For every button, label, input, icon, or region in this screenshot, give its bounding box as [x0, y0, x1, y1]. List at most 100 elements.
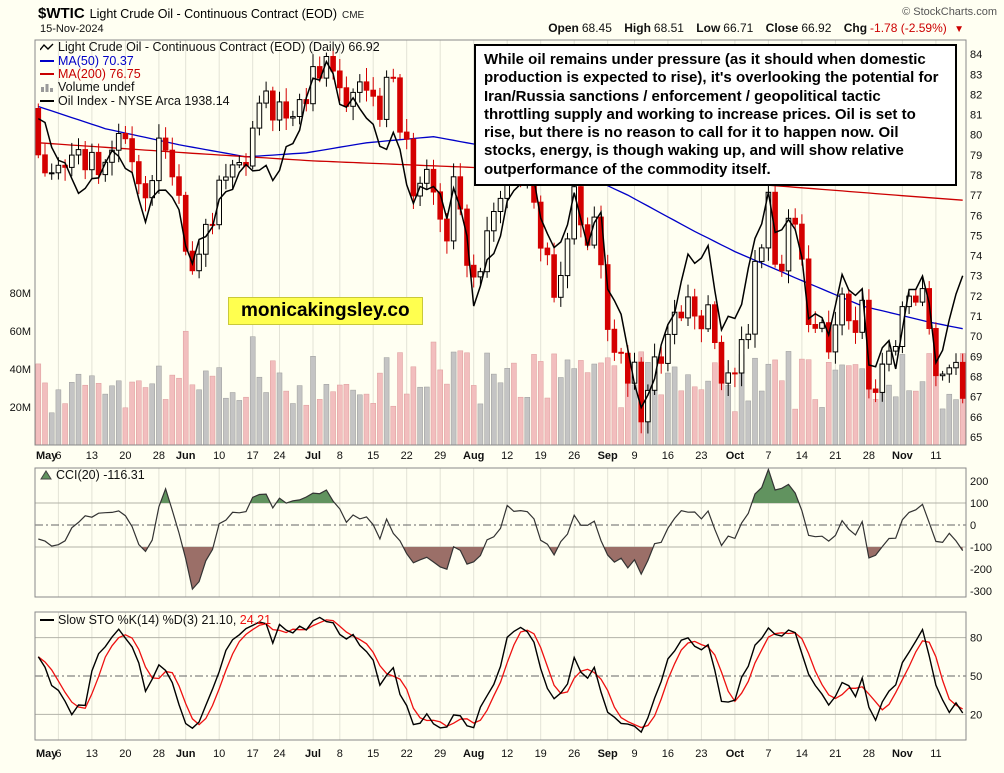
svg-text:77: 77	[970, 190, 982, 202]
volume-axis-labels: 20M 40M 60M 80M	[10, 288, 31, 414]
svg-text:May: May	[36, 748, 58, 760]
oil-index-line-icon	[40, 99, 54, 102]
svg-text:66: 66	[970, 412, 982, 424]
legend-volume: Volume undef	[40, 81, 134, 94]
svg-text:Jul: Jul	[305, 450, 321, 462]
ohlc-quote-bar: Open 68.45 High 68.51 Low 66.71 Close 66.92 …	[539, 21, 964, 35]
svg-text:Nov: Nov	[892, 450, 914, 462]
svg-text:75: 75	[970, 230, 982, 242]
svg-text:50: 50	[970, 671, 982, 683]
svg-text:76: 76	[970, 210, 982, 222]
svg-text:9: 9	[631, 748, 637, 760]
svg-text:13: 13	[86, 450, 98, 462]
svg-text:12: 12	[501, 748, 513, 760]
ticker-symbol: $WTIC	[38, 5, 85, 22]
legend-ma50-label: MA(50) 70.37	[58, 54, 134, 68]
legend-volume-label: Volume undef	[58, 80, 135, 94]
chg-down-triangle-icon: ▼	[954, 24, 964, 35]
svg-text:0: 0	[970, 520, 976, 532]
legend-price-series: Light Crude Oil - Continuous Contract (E…	[39, 41, 380, 54]
svg-text:14: 14	[796, 450, 808, 462]
svg-text:79: 79	[970, 150, 982, 162]
legend-cci: CCI(20) -116.31	[40, 468, 145, 482]
svg-text:15: 15	[367, 748, 379, 760]
svg-text:Nov: Nov	[892, 748, 914, 760]
svg-text:24: 24	[273, 450, 285, 462]
svg-text:11: 11	[930, 450, 941, 462]
svg-text:78: 78	[970, 170, 982, 182]
svg-text:20: 20	[970, 709, 982, 721]
close-value: 66.92	[801, 21, 832, 35]
svg-text:74: 74	[970, 251, 982, 263]
chart-date: 15-Nov-2024	[40, 23, 104, 35]
svg-text:Sep: Sep	[598, 450, 618, 462]
svg-text:7: 7	[765, 748, 771, 760]
svg-text:20M: 20M	[10, 402, 31, 414]
cci-area-icon	[40, 470, 52, 480]
svg-text:29: 29	[434, 450, 446, 462]
instrument-title: Light Crude Oil - Continuous Contract (E…	[89, 7, 337, 21]
svg-text:23: 23	[695, 748, 707, 760]
chg-value: -1.78 (-2.59%)	[870, 21, 947, 35]
svg-text:68: 68	[970, 372, 982, 384]
sto-axis-labels: 80 50 20	[970, 633, 982, 722]
svg-text:6: 6	[55, 450, 61, 462]
candlestick-series	[35, 48, 966, 434]
ma200-line-icon	[40, 73, 54, 75]
svg-text:28: 28	[863, 748, 875, 760]
svg-text:Aug: Aug	[463, 450, 484, 462]
svg-text:May: May	[36, 450, 58, 462]
cci-axis-labels: 200 100 0 -100 -200 -300	[970, 476, 992, 598]
legend-oil-index-label: Oil Index - NYSE Arca 1938.14	[58, 93, 230, 108]
low-value: 66.71	[723, 21, 754, 35]
svg-text:26: 26	[568, 748, 580, 760]
svg-text:Sep: Sep	[598, 748, 618, 760]
legend-ma200: MA(200) 76.75	[40, 68, 141, 81]
svg-text:22: 22	[401, 748, 413, 760]
svg-text:13: 13	[86, 748, 98, 760]
svg-text:28: 28	[153, 748, 165, 760]
svg-text:72: 72	[970, 291, 982, 303]
svg-text:-200: -200	[970, 564, 992, 576]
svg-text:8: 8	[337, 450, 343, 462]
svg-text:40M: 40M	[10, 364, 31, 376]
volume-bars	[35, 330, 966, 446]
svg-text:Aug: Aug	[463, 748, 484, 760]
svg-text:7: 7	[765, 450, 771, 462]
svg-text:11: 11	[930, 748, 941, 760]
svg-text:84: 84	[970, 49, 982, 61]
svg-text:28: 28	[153, 450, 165, 462]
sto-k-line-icon	[40, 619, 54, 621]
svg-text:10: 10	[213, 748, 225, 760]
svg-text:-300: -300	[970, 586, 992, 598]
open-label: Open	[548, 21, 579, 35]
price-axis-labels: 84 83 82 81 80 79 78 77 76 75 74 73 72 71 70 69 68 67 66 65	[970, 49, 982, 444]
sto-k-line	[37, 616, 964, 734]
annotation-note: While oil remains under pressure (as it …	[474, 44, 957, 187]
svg-text:14: 14	[796, 748, 808, 760]
oil-index-line	[37, 59, 964, 410]
svg-text:15: 15	[367, 450, 379, 462]
chart-header: $WTIC Light Crude Oil - Continuous Contra…	[38, 5, 364, 23]
high-value: 68.51	[653, 21, 684, 35]
svg-text:22: 22	[401, 450, 413, 462]
svg-text:16: 16	[662, 450, 674, 462]
svg-text:70: 70	[970, 331, 982, 343]
svg-text:6: 6	[55, 748, 61, 760]
svg-text:200: 200	[970, 476, 988, 488]
high-label: High	[624, 21, 651, 35]
svg-text:8: 8	[337, 748, 343, 760]
legend-stochastic: Slow STO %K(14) %D(3) 21.10, 24.21	[40, 613, 271, 627]
svg-text:73: 73	[970, 271, 982, 283]
svg-text:Jul: Jul	[305, 748, 321, 760]
svg-text:19: 19	[535, 748, 547, 760]
legend-ma200-label: MA(200) 76.75	[58, 67, 141, 81]
svg-text:100: 100	[970, 498, 988, 510]
sto-d-line	[37, 619, 964, 729]
svg-text:28: 28	[863, 450, 875, 462]
close-label: Close	[765, 21, 799, 35]
price-series-line-icon	[39, 43, 54, 51]
legend-ma50: MA(50) 70.37	[40, 55, 134, 68]
